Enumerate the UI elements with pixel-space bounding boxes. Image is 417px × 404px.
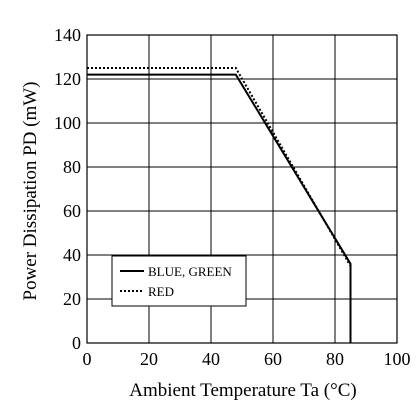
y-tick-label: 60 [63,201,81,221]
x-tick-label: 60 [264,349,282,369]
x-tick-labels: 0 20 40 60 80 100 [83,349,411,369]
x-tick-label: 100 [384,349,411,369]
series-lines [87,67,352,343]
legend-label-blue-green: BLUE, GREEN [148,264,232,279]
y-tick-label: 0 [72,333,81,353]
series-line-blue-green [87,73,352,343]
plot-frame [86,34,398,344]
x-tick-label: 0 [83,349,92,369]
x-tick-label: 80 [326,349,344,369]
y-tick-label: 120 [54,69,81,89]
x-tick-label: 40 [202,349,220,369]
x-tick-label: 20 [140,349,158,369]
y-tick-label: 140 [54,25,81,45]
series-line-red [87,67,352,343]
y-tick-label: 40 [63,245,81,265]
legend: BLUE, GREEN RED [111,255,247,307]
legend-box [111,255,247,307]
y-tick-labels: 0 20 40 60 80 100 120 140 [54,25,81,353]
y-tick-label: 20 [63,289,81,309]
y-tick-label: 80 [63,157,81,177]
legend-label-red: RED [148,284,174,299]
y-axis-label: Power Dissipation PD (mW) [20,81,41,300]
x-axis-label: Ambient Temperature Ta (°C) [129,380,356,401]
y-tick-label: 100 [54,113,81,133]
